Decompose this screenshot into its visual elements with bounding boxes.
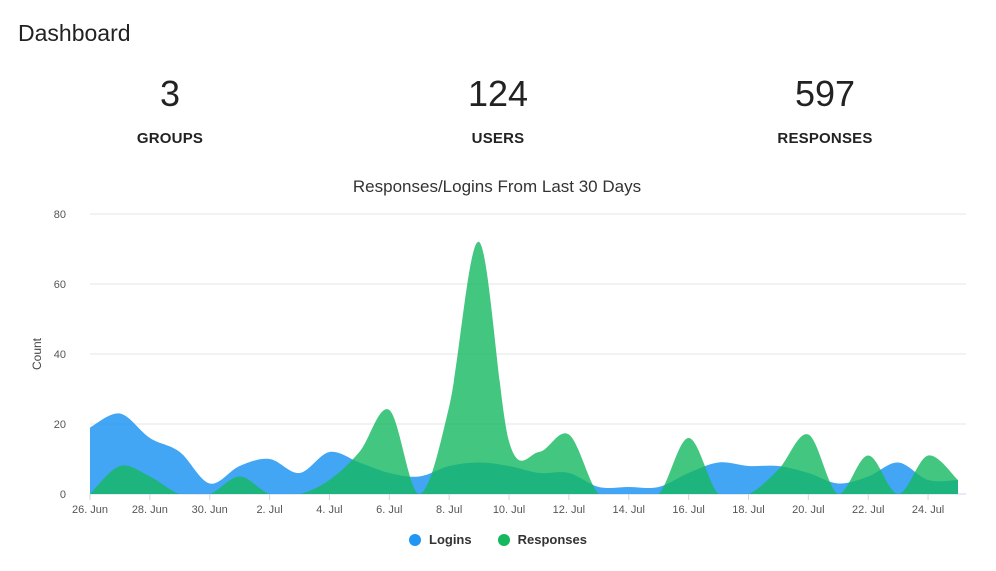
y-tick-label: 80: [54, 209, 66, 221]
stat-responses: 597 RESPONSES: [705, 73, 945, 148]
x-tick-label: 14. Jul: [613, 504, 645, 516]
legend-responses-marker: [497, 533, 510, 546]
x-tick-label: 20. Jul: [792, 504, 824, 516]
stat-responses-label: RESPONSES: [777, 130, 873, 147]
x-tick-label: 26. Jun: [72, 504, 108, 516]
stat-users: 124 USERS: [378, 73, 618, 148]
x-tick-label: 24. Jul: [912, 504, 944, 516]
x-tick-label: 22. Jul: [852, 504, 884, 516]
stat-responses-value: 597: [794, 73, 856, 114]
y-tick-label: 0: [60, 489, 66, 501]
x-tick-label: 8. Jul: [436, 504, 462, 516]
legend-responses-label: Responses: [517, 532, 587, 547]
x-tick-label: 30. Jun: [192, 504, 228, 516]
activity-chart: Responses/Logins From Last 30 Days 0 20 40 6…: [30, 177, 966, 516]
legend-item-logins[interactable]: Logins: [409, 532, 472, 547]
x-tick-label: 16. Jul: [672, 504, 704, 516]
x-tick-label: 4. Jul: [316, 504, 342, 516]
stat-groups-label: GROUPS: [136, 130, 204, 147]
y-axis-label: Count: [30, 337, 44, 370]
stat-groups-value: 3: [159, 73, 181, 114]
y-tick-label: 20: [54, 419, 66, 431]
legend-item-responses[interactable]: Responses: [497, 532, 587, 547]
page-title: Dashboard: [18, 20, 131, 46]
legend-logins-marker: [409, 533, 421, 546]
x-tick-label: 18. Jul: [732, 504, 764, 516]
x-tick-label: 12. Jul: [553, 504, 585, 516]
y-tick-label: 40: [54, 349, 66, 361]
series-area-responses: [90, 241, 958, 494]
x-tick-label: 28. Jun: [132, 504, 168, 516]
stat-users-value: 124: [467, 73, 529, 114]
chart-title: Responses/Logins From Last 30 Days: [353, 177, 641, 196]
x-tick-label: 10. Jul: [493, 504, 525, 516]
stat-users-label: USERS: [471, 130, 525, 147]
y-tick-label: 60: [54, 279, 66, 291]
x-tick-label: 6. Jul: [376, 504, 402, 516]
stat-groups: 3 GROUPS: [50, 73, 290, 148]
series-area-logins: [90, 413, 958, 494]
chart-legend: Logins Responses: [0, 532, 996, 547]
x-tick-label: 2. Jul: [256, 504, 282, 516]
legend-logins-label: Logins: [429, 532, 472, 547]
